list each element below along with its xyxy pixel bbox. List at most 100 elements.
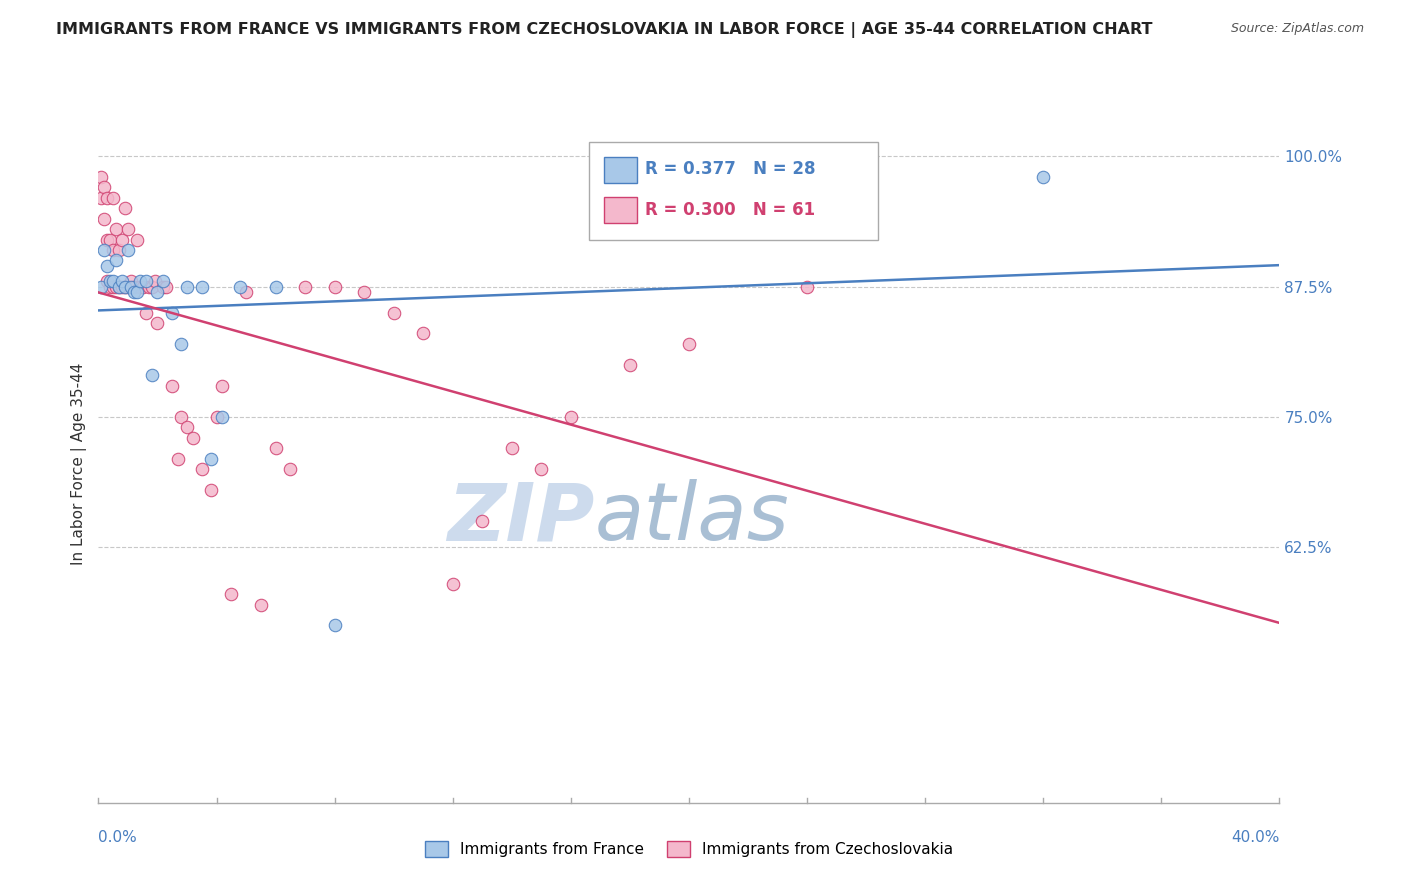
Bar [605, 197, 637, 223]
Point [219, 587, 242, 601]
Point [108, 279, 131, 293]
Point [114, 202, 136, 216]
Point [125, 285, 148, 299]
Point [796, 279, 818, 293]
Point [103, 191, 125, 205]
Point [98, 274, 121, 288]
Point [560, 409, 582, 424]
Point [96, 233, 118, 247]
Point [176, 420, 198, 434]
Point [191, 462, 214, 476]
Point [111, 279, 134, 293]
Point [132, 279, 155, 293]
Text: 40.0%: 40.0% [1232, 830, 1279, 845]
FancyBboxPatch shape [589, 142, 877, 240]
Point [98, 233, 121, 247]
Point [122, 279, 145, 293]
Point [143, 274, 166, 288]
Point [619, 358, 641, 372]
Point [200, 451, 222, 466]
Point [90, 191, 112, 205]
Point [501, 441, 523, 455]
Point [250, 598, 273, 612]
Point [103, 243, 125, 257]
Point [90, 279, 112, 293]
Point [93, 243, 115, 257]
Point [96, 191, 118, 205]
Point [108, 279, 131, 293]
Point [323, 618, 346, 632]
Point [191, 279, 214, 293]
Point [181, 431, 204, 445]
Y-axis label: In Labor Force | Age 35-44: In Labor Force | Age 35-44 [72, 363, 87, 565]
Point [205, 409, 228, 424]
Point [103, 279, 125, 293]
Point [353, 285, 375, 299]
Point [146, 285, 169, 299]
Point [678, 337, 700, 351]
Point [114, 279, 136, 293]
Point [530, 462, 553, 476]
Point [117, 279, 139, 293]
Text: R = 0.300   N = 61: R = 0.300 N = 61 [645, 201, 815, 219]
Point [471, 514, 494, 528]
Point [211, 409, 233, 424]
Point [170, 409, 193, 424]
Point [155, 279, 177, 293]
Point [117, 243, 139, 257]
Point [128, 274, 150, 288]
Point [170, 337, 193, 351]
Point [103, 274, 125, 288]
Point [141, 279, 163, 293]
Point [111, 233, 134, 247]
Point [167, 451, 190, 466]
Point [294, 279, 316, 293]
Point [211, 378, 233, 392]
Legend: Immigrants from France, Immigrants from Czechoslovakia: Immigrants from France, Immigrants from … [419, 835, 959, 863]
Point [1032, 169, 1054, 184]
Point [108, 243, 131, 257]
Point [125, 233, 148, 247]
Point [152, 279, 174, 293]
Point [93, 211, 115, 226]
Bar [605, 157, 637, 183]
Point [128, 279, 150, 293]
Text: atlas: atlas [595, 479, 789, 558]
Point [152, 274, 174, 288]
Point [141, 368, 163, 383]
Point [105, 253, 128, 268]
Point [122, 285, 145, 299]
Point [117, 222, 139, 236]
Point [323, 279, 346, 293]
Point [264, 279, 287, 293]
Text: 0.0%: 0.0% [98, 830, 138, 845]
Point [264, 441, 287, 455]
Point [120, 274, 142, 288]
Point [98, 279, 121, 293]
Point [229, 279, 252, 293]
Text: Source: ZipAtlas.com: Source: ZipAtlas.com [1230, 22, 1364, 36]
Point [135, 274, 157, 288]
Point [120, 279, 142, 293]
Point [105, 222, 128, 236]
Text: R = 0.377   N = 28: R = 0.377 N = 28 [645, 160, 815, 178]
Point [382, 305, 405, 319]
Point [200, 483, 222, 497]
Point [235, 285, 257, 299]
Point [93, 180, 115, 194]
Point [96, 259, 118, 273]
Point [135, 305, 157, 319]
Point [176, 279, 198, 293]
Point [441, 576, 464, 591]
Point [162, 305, 183, 319]
Point [105, 279, 128, 293]
Point [114, 279, 136, 293]
Text: ZIP: ZIP [447, 479, 595, 558]
Point [162, 378, 183, 392]
Text: IMMIGRANTS FROM FRANCE VS IMMIGRANTS FROM CZECHOSLOVAKIA IN LABOR FORCE | AGE 35: IMMIGRANTS FROM FRANCE VS IMMIGRANTS FRO… [56, 22, 1153, 38]
Point [111, 274, 134, 288]
Point [90, 169, 112, 184]
Point [412, 326, 434, 341]
Point [146, 316, 169, 330]
Point [278, 462, 302, 476]
